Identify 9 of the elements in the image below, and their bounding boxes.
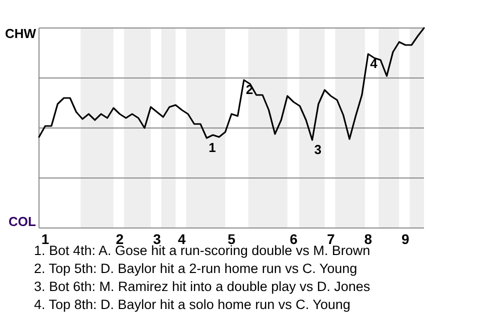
text: CHW (4, 26, 37, 41)
text: 2. Top 5th: D. Baylor hit a 2-run home run vs C. Young (34, 261, 358, 276)
annotation: 1 (208, 140, 216, 155)
text: COL (8, 214, 36, 230)
annotation: 3 (314, 142, 322, 157)
text: 3. Bot 6th: M. Ramirez hit into a double play vs D. Jones (34, 279, 370, 294)
text: 4. Top 8th: D. Baylor hit a solo home run vs C. Young (34, 297, 350, 312)
annotation: 4 (370, 56, 378, 71)
x-tick-label: 9 (401, 230, 410, 247)
